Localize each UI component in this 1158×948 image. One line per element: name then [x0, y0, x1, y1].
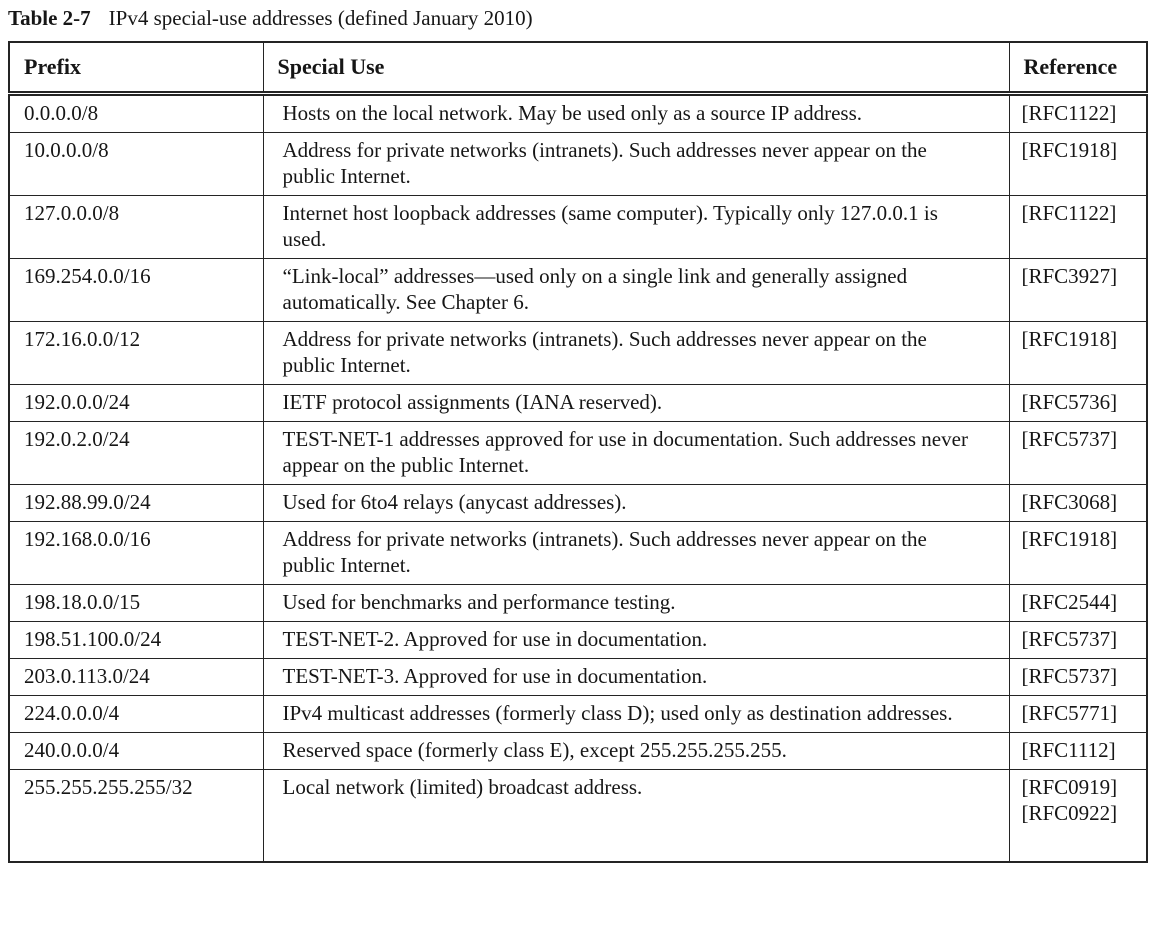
special-use-cell: Internet host loopback addresses (same c…	[262, 195, 1010, 259]
reference-cell: [RFC1918]	[1008, 521, 1148, 585]
reference-cell: [RFC5737]	[1008, 658, 1148, 696]
table-row: 172.16.0.0/12 Address for private network…	[8, 321, 1148, 385]
special-use-cell: IETF protocol assignments (IANA reserved…	[262, 384, 1010, 422]
special-use-cell: IPv4 multicast addresses (formerly class…	[262, 695, 1010, 733]
special-use-cell: Address for private networks (intranets)…	[262, 132, 1010, 196]
reference-tag: [RFC3927]	[1021, 264, 1118, 288]
table-row: 192.168.0.0/16 Address for private networ…	[8, 521, 1148, 585]
special-use-cell: Local network (limited) broadcast addres…	[262, 769, 1010, 862]
table-row: 198.51.100.0/24 TEST-NET-2. Approved for …	[8, 621, 1148, 659]
table-row: 224.0.0.0/4 IPv4 multicast addresses (for…	[8, 695, 1148, 733]
reference-cell: [RFC1112]	[1008, 732, 1148, 770]
table-caption-label: Table 2-7	[8, 6, 91, 30]
prefix-cell: 169.254.0.0/16	[8, 258, 264, 322]
reference-cell: [RFC1918]	[1008, 132, 1148, 196]
reference-tag: [RFC0922]	[1021, 801, 1118, 825]
table-row: 192.0.2.0/24 TEST-NET-1 addresses approve…	[8, 421, 1148, 485]
reference-cell: [RFC3927]	[1008, 258, 1148, 322]
table-caption: Table 2-7 IPv4 special-use addresses (def…	[8, 6, 1158, 31]
reference-tag: [RFC5737]	[1021, 427, 1118, 451]
prefix-cell: 172.16.0.0/12	[8, 321, 264, 385]
reference-tag: [RFC0919]	[1021, 775, 1118, 799]
reference-tag: [RFC1112]	[1021, 738, 1116, 762]
special-use-cell: Address for private networks (intranets)…	[262, 521, 1010, 585]
prefix-cell: 192.0.2.0/24	[8, 421, 264, 485]
table-body: 0.0.0.0/8 Hosts on the local network. May…	[8, 93, 1148, 862]
reference-cell: [RFC0919] [RFC0922]	[1008, 769, 1148, 862]
ipv4-special-use-table: Prefix Special Use Reference 0.0.0.0/8 Ho…	[8, 41, 1148, 863]
reference-tag: [RFC1122]	[1021, 101, 1117, 125]
header-special-use: Special Use	[262, 41, 1010, 96]
table-row: 192.88.99.0/24 Used for 6to4 relays (anyc…	[8, 484, 1148, 522]
prefix-cell: 224.0.0.0/4	[8, 695, 264, 733]
reference-cell: [RFC1122]	[1008, 195, 1148, 259]
reference-tag: [RFC1918]	[1021, 327, 1118, 351]
table-row: 10.0.0.0/8 Address for private networks (…	[8, 132, 1148, 196]
prefix-cell: 203.0.113.0/24	[8, 658, 264, 696]
table-row: 169.254.0.0/16 “Link-local” addresses—use…	[8, 258, 1148, 322]
table-row: 198.18.0.0/15 Used for benchmarks and per…	[8, 584, 1148, 622]
prefix-cell: 127.0.0.0/8	[8, 195, 264, 259]
document-page: Table 2-7 IPv4 special-use addresses (def…	[8, 6, 1158, 863]
reference-cell: [RFC5737]	[1008, 421, 1148, 485]
prefix-cell: 240.0.0.0/4	[8, 732, 264, 770]
table-row: 127.0.0.0/8 Internet host loopback addres…	[8, 195, 1148, 259]
header-reference: Reference	[1008, 41, 1148, 96]
reference-tag: [RFC5737]	[1021, 627, 1118, 651]
special-use-cell: Used for 6to4 relays (anycast addresses)…	[262, 484, 1010, 522]
special-use-cell: TEST-NET-2. Approved for use in document…	[262, 621, 1010, 659]
prefix-cell: 198.51.100.0/24	[8, 621, 264, 659]
special-use-cell: Used for benchmarks and performance test…	[262, 584, 1010, 622]
table-row: 255.255.255.255/32 Local network (limited…	[8, 769, 1148, 862]
reference-tag: [RFC5771]	[1021, 701, 1118, 725]
reference-tag: [RFC3068]	[1021, 490, 1118, 514]
reference-tag: [RFC5736]	[1021, 390, 1118, 414]
prefix-cell: 192.168.0.0/16	[8, 521, 264, 585]
prefix-cell: 198.18.0.0/15	[8, 584, 264, 622]
special-use-cell: “Link-local” addresses—used only on a si…	[262, 258, 1010, 322]
reference-cell: [RFC5737]	[1008, 621, 1148, 659]
reference-cell: [RFC5736]	[1008, 384, 1148, 422]
special-use-cell: Reserved space (formerly class E), excep…	[262, 732, 1010, 770]
prefix-cell: 192.88.99.0/24	[8, 484, 264, 522]
special-use-cell: TEST-NET-1 addresses approved for use in…	[262, 421, 1010, 485]
reference-cell: [RFC5771]	[1008, 695, 1148, 733]
table-header-row: Prefix Special Use Reference	[8, 41, 1148, 96]
reference-cell: [RFC3068]	[1008, 484, 1148, 522]
reference-cell: [RFC2544]	[1008, 584, 1148, 622]
special-use-cell: TEST-NET-3. Approved for use in document…	[262, 658, 1010, 696]
table-row: 0.0.0.0/8 Hosts on the local network. May…	[8, 93, 1148, 133]
prefix-cell: 0.0.0.0/8	[8, 93, 264, 133]
special-use-cell: Hosts on the local network. May be used …	[262, 93, 1010, 133]
reference-tag: [RFC1122]	[1021, 201, 1117, 225]
special-use-cell: Address for private networks (intranets)…	[262, 321, 1010, 385]
reference-tag: [RFC1918]	[1021, 527, 1118, 551]
table-row: 203.0.113.0/24 TEST-NET-3. Approved for u…	[8, 658, 1148, 696]
prefix-cell: 192.0.0.0/24	[8, 384, 264, 422]
prefix-cell: 10.0.0.0/8	[8, 132, 264, 196]
reference-tag: [RFC2544]	[1021, 590, 1118, 614]
table-row: 192.0.0.0/24 IETF protocol assignments (I…	[8, 384, 1148, 422]
table-row: 240.0.0.0/4 Reserved space (formerly clas…	[8, 732, 1148, 770]
reference-tag: [RFC5737]	[1021, 664, 1118, 688]
reference-cell: [RFC1918]	[1008, 321, 1148, 385]
header-prefix: Prefix	[8, 41, 264, 96]
reference-tag: [RFC1918]	[1021, 138, 1118, 162]
table-caption-title: IPv4 special-use addresses (defined Janu…	[108, 6, 533, 30]
prefix-cell: 255.255.255.255/32	[8, 769, 264, 862]
reference-cell: [RFC1122]	[1008, 93, 1148, 133]
